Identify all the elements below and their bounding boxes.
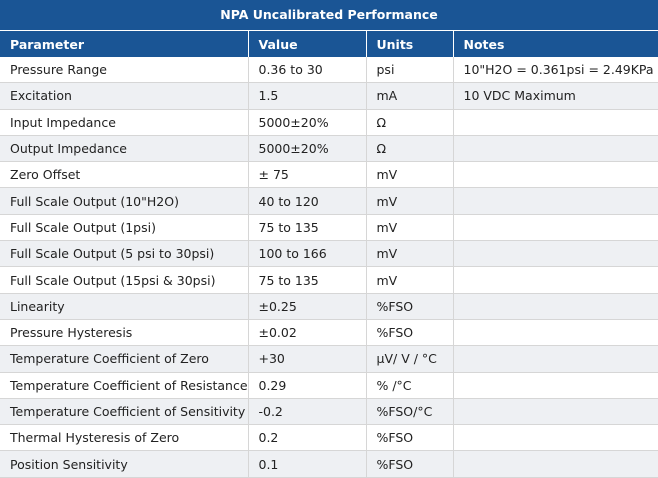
notes-cell: 10"H2O = 0.361psi = 2.49KPa — [453, 57, 658, 84]
notes-cell — [453, 214, 658, 242]
table-row: Zero Offset ± 75 mV — [0, 161, 658, 189]
notes-cell — [453, 135, 658, 163]
notes-cell — [453, 450, 658, 478]
performance-table: Parameter Value Units Notes Pressure Ran… — [0, 31, 658, 478]
parameter-cell: Output Impedance — [0, 135, 249, 163]
notes-cell — [453, 293, 658, 320]
table-row: Pressure Hysteresis ±0.02 %FSO — [0, 319, 658, 347]
table-row: Temperature Coefficient of Sensitivity -0… — [0, 398, 658, 426]
units-cell: Ω — [366, 135, 454, 163]
value-cell: 0.29 — [248, 372, 367, 399]
header-row: Parameter Value Units Notes — [0, 31, 658, 57]
parameter-cell: Temperature Coefficient of Sensitivity — [0, 398, 249, 426]
table-row: Full Scale Output (5 psi to 30psi) 100 to… — [0, 240, 658, 268]
parameter-cell: Zero Offset — [0, 161, 249, 189]
units-cell: mA — [366, 82, 454, 110]
value-cell: 100 to 166 — [248, 240, 367, 268]
table-row: Excitation 1.5 mA 10 VDC Maximum — [0, 82, 658, 110]
value-cell: 1.5 — [248, 82, 367, 110]
parameter-cell: Temperature Coefficient of Resistance — [0, 372, 249, 399]
units-cell: mV — [366, 187, 454, 215]
units-cell: % /°C — [366, 372, 454, 399]
notes-cell — [453, 187, 658, 215]
parameter-cell: Pressure Range — [0, 57, 249, 84]
value-cell: 0.36 to 30 — [248, 57, 367, 84]
notes-cell — [453, 240, 658, 268]
table-body: Pressure Range 0.36 to 30 psi 10"H2O = 0.36… — [0, 57, 658, 478]
notes-cell: 10 VDC Maximum — [453, 82, 658, 110]
parameter-cell: Thermal Hysteresis of Zero — [0, 424, 249, 452]
table-row: Thermal Hysteresis of Zero 0.2 %FSO — [0, 424, 658, 452]
parameter-cell: Temperature Coefficient of Zero — [0, 345, 249, 373]
units-cell: %FSO — [366, 319, 454, 347]
value-cell: 75 to 135 — [248, 266, 367, 294]
parameter-cell: Full Scale Output (10"H2O) — [0, 187, 249, 215]
value-cell: 5000±20% — [248, 109, 367, 136]
header-units: Units — [366, 31, 454, 57]
units-cell: mV — [366, 266, 454, 294]
notes-cell — [453, 372, 658, 399]
table-title: NPA Uncalibrated Performance — [0, 0, 658, 31]
table-row: Linearity ±0.25 %FSO — [0, 293, 658, 320]
units-cell: mV — [366, 240, 454, 268]
units-cell: %FSO/°C — [366, 398, 454, 426]
table-row: Full Scale Output (15psi & 30psi) 75 to 1… — [0, 266, 658, 294]
units-cell: psi — [366, 57, 454, 84]
notes-cell — [453, 319, 658, 347]
table-row: Output Impedance 5000±20% Ω — [0, 135, 658, 163]
notes-cell — [453, 398, 658, 426]
value-cell: 40 to 120 — [248, 187, 367, 215]
units-cell: Ω — [366, 109, 454, 136]
table-row: Position Sensitivity 0.1 %FSO — [0, 450, 658, 478]
table-row: Pressure Range 0.36 to 30 psi 10"H2O = 0.36… — [0, 57, 658, 84]
notes-cell — [453, 266, 658, 294]
parameter-cell: Excitation — [0, 82, 249, 110]
notes-cell — [453, 424, 658, 452]
notes-cell — [453, 161, 658, 189]
units-cell: %FSO — [366, 450, 454, 478]
table-row: Temperature Coefficient of Zero +30 µV/ V … — [0, 345, 658, 373]
value-cell: ±0.25 — [248, 293, 367, 320]
units-cell: %FSO — [366, 293, 454, 320]
parameter-cell: Input Impedance — [0, 109, 249, 136]
units-cell: mV — [366, 161, 454, 189]
notes-cell — [453, 109, 658, 136]
parameter-cell: Position Sensitivity — [0, 450, 249, 478]
parameter-cell: Full Scale Output (5 psi to 30psi) — [0, 240, 249, 268]
value-cell: +30 — [248, 345, 367, 373]
units-cell: %FSO — [366, 424, 454, 452]
table-row: Input Impedance 5000±20% Ω — [0, 109, 658, 136]
value-cell: 75 to 135 — [248, 214, 367, 242]
notes-cell — [453, 345, 658, 373]
table-row: Full Scale Output (10"H2O) 40 to 120 mV — [0, 187, 658, 215]
header-notes: Notes — [453, 31, 658, 57]
parameter-cell: Linearity — [0, 293, 249, 320]
header-value: Value — [248, 31, 367, 57]
table-row: Full Scale Output (1psi) 75 to 135 mV — [0, 214, 658, 242]
value-cell: ± 75 — [248, 161, 367, 189]
units-cell: mV — [366, 214, 454, 242]
parameter-cell: Full Scale Output (1psi) — [0, 214, 249, 242]
value-cell: -0.2 — [248, 398, 367, 426]
parameter-cell: Full Scale Output (15psi & 30psi) — [0, 266, 249, 294]
table-row: Temperature Coefficient of Resistance 0.2… — [0, 372, 658, 399]
value-cell: 0.2 — [248, 424, 367, 452]
value-cell: 5000±20% — [248, 135, 367, 163]
value-cell: 0.1 — [248, 450, 367, 478]
value-cell: ±0.02 — [248, 319, 367, 347]
units-cell: µV/ V / °C — [366, 345, 454, 373]
parameter-cell: Pressure Hysteresis — [0, 319, 249, 347]
header-parameter: Parameter — [0, 31, 249, 57]
